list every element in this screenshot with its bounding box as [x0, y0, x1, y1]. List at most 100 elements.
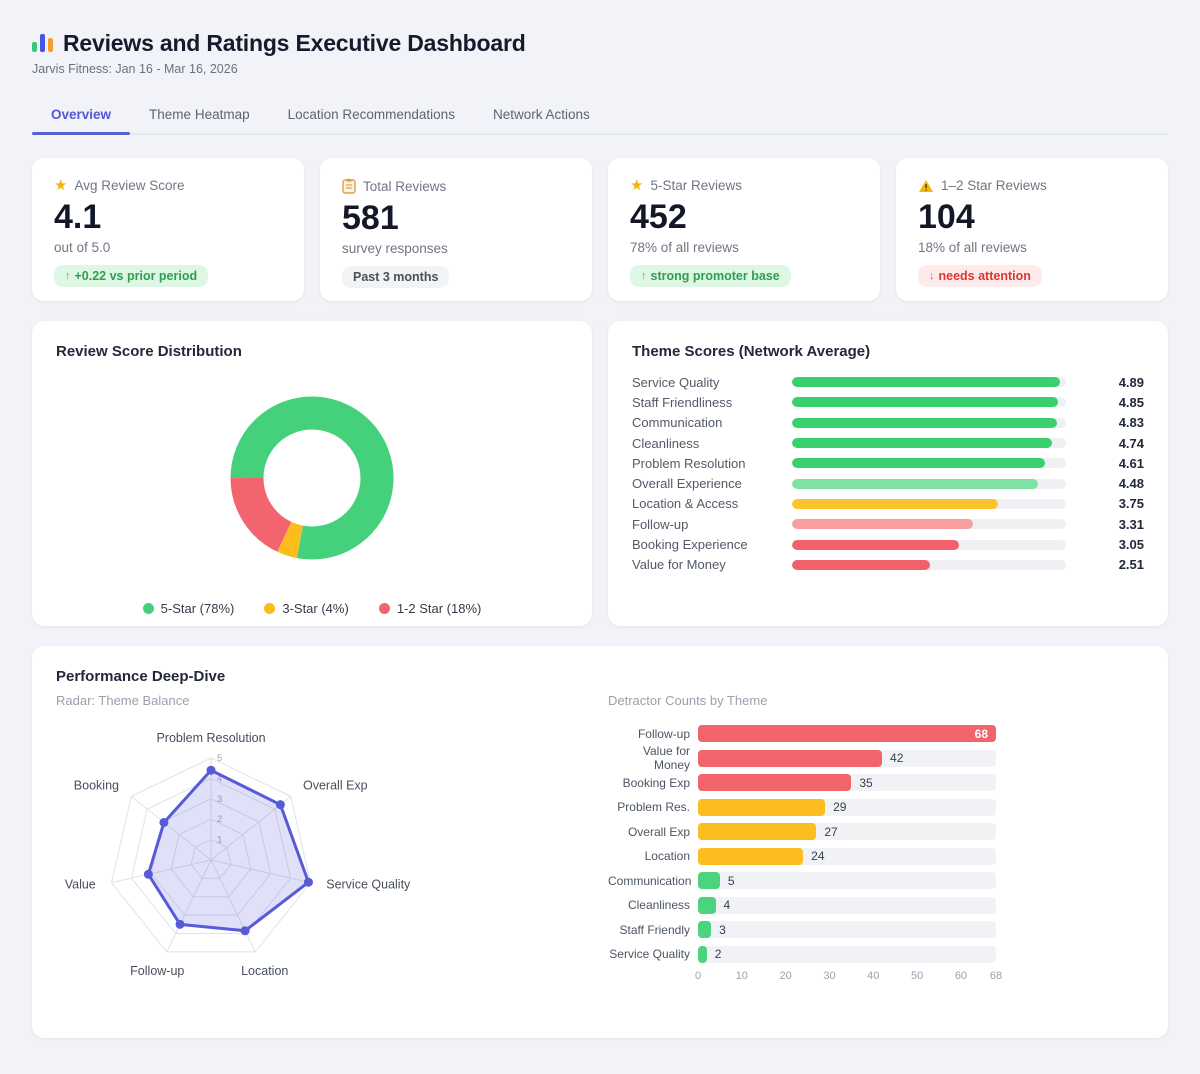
- detractor-row-staff-friendly: Staff Friendly 3: [608, 921, 1144, 938]
- detractor-row-value-for-money: Value for Money 42: [608, 744, 1144, 772]
- theme-score-row-staff-friendliness: Staff Friendliness 4.85: [632, 392, 1144, 412]
- radar-axis-label-location: Location: [241, 964, 288, 978]
- theme-label: Cleanliness: [632, 435, 700, 451]
- kpi-value: 452: [630, 198, 687, 236]
- detractor-bar[interactable]: [698, 823, 817, 840]
- theme-bar[interactable]: [792, 438, 1052, 449]
- radar-tick-label: 1: [217, 835, 222, 846]
- detractor-bar-track: 2: [698, 945, 996, 963]
- detractor-bar[interactable]: [698, 774, 852, 791]
- clipboard-icon: [342, 178, 356, 194]
- kpi-subtext: out of 5.0: [54, 239, 111, 255]
- legend-item-1-2-star[interactable]: 1-2 Star (18%): [378, 601, 481, 616]
- detractor-label: Booking Exp: [622, 775, 690, 790]
- radar-data-polygon[interactable]: [146, 768, 310, 933]
- theme-score-row-cleanliness: Cleanliness 4.74: [632, 433, 1144, 453]
- detractor-row-service-quality: Service Quality 2: [608, 945, 1144, 963]
- theme-label: Staff Friendliness: [632, 394, 733, 410]
- arrow-up-icon: ↑: [641, 269, 647, 282]
- detractor-value: 35: [859, 775, 873, 790]
- tab-overview[interactable]: Overview: [32, 96, 131, 135]
- legend-item-3-star[interactable]: 3-Star (4%): [264, 601, 349, 616]
- theme-bar[interactable]: [792, 559, 930, 570]
- theme-value: 4.61: [1118, 455, 1144, 471]
- theme-bar[interactable]: [792, 519, 974, 530]
- theme-bar-track: [792, 438, 1066, 449]
- kpi-card-avg-review-score: ★ Avg Review Score 4.1 out of 5.0 ↑ +0.2…: [32, 158, 304, 301]
- kpi-label: Avg Review Score: [74, 178, 185, 193]
- radar-tick-label: 5: [217, 753, 222, 764]
- radar-tick-label: 3: [217, 794, 222, 805]
- donut-segment-1-2-star[interactable]: [230, 477, 293, 552]
- theme-bar[interactable]: [792, 478, 1038, 489]
- radar-point-service-quality[interactable]: [303, 877, 313, 887]
- theme-bar[interactable]: [792, 458, 1045, 469]
- detractor-bar-track: 42: [698, 749, 996, 767]
- detractor-section: Detractor Counts by Theme Follow-up 68 Val…: [608, 693, 1144, 1015]
- page-subtitle: Jarvis Fitness: Jan 16 - Mar 16, 2026: [32, 62, 238, 76]
- legend-item-5-star[interactable]: 5-Star (78%): [142, 601, 234, 616]
- detractor-bar[interactable]: [698, 872, 720, 889]
- radar-grid-ring: [170, 818, 252, 898]
- detractor-row-overall-exp: Overall Exp 27: [608, 823, 1144, 840]
- detractor-row-problem-res: Problem Res. 29: [608, 798, 1144, 816]
- theme-label: Communication: [632, 415, 723, 431]
- detractor-value: 5: [727, 873, 735, 888]
- detractor-value: 68: [974, 726, 988, 741]
- theme-score-row-problem-resolution: Problem Resolution 4.61: [632, 453, 1144, 473]
- kpi-card-1-2-star-reviews: 1–2 Star Reviews 104 18% of all reviews …: [896, 158, 1168, 301]
- theme-label: Value for Money: [632, 557, 726, 573]
- radar-point-value[interactable]: [143, 869, 153, 879]
- theme-value: 4.83: [1118, 415, 1144, 431]
- donut-legend: 5-Star (78%) 3-Star (4%) 1-2 Star (18%): [56, 601, 568, 616]
- theme-bar[interactable]: [792, 377, 1060, 388]
- detractor-bar[interactable]: [698, 798, 826, 816]
- theme-value: 2.51: [1118, 557, 1144, 573]
- theme-value: 4.74: [1118, 435, 1144, 451]
- radar-grid-ring: [190, 839, 232, 879]
- radar-chart: 1 2 3 4 5 Problem Resolution Overall Exp Servic…: [65, 731, 411, 978]
- detractor-bar[interactable]: [698, 896, 716, 914]
- theme-score-row-overall-experience: Overall Experience 4.48: [632, 473, 1144, 493]
- detractor-bar[interactable]: [698, 847, 804, 865]
- radar-point-location[interactable]: [240, 926, 250, 936]
- kpi-label: Total Reviews: [363, 178, 447, 194]
- theme-label: Service Quality: [632, 374, 720, 390]
- theme-score-row-value-for-money: Value for Money 2.51: [632, 555, 1144, 575]
- radar-axis-label-value: Value: [65, 877, 96, 891]
- theme-score-row-booking-experience: Booking Experience 3.05: [632, 534, 1144, 554]
- theme-value: 4.48: [1118, 476, 1144, 492]
- detractor-bar[interactable]: [698, 921, 712, 938]
- detractor-row-location: Location 24: [608, 847, 1144, 865]
- radar-spoke: [130, 796, 212, 861]
- donut-segment-5-star[interactable]: [230, 396, 394, 560]
- detractor-bar-track: 29: [698, 798, 996, 816]
- theme-bar[interactable]: [792, 397, 1058, 408]
- detractor-bar-track: 3: [698, 921, 996, 938]
- warning-icon: [918, 179, 934, 193]
- theme-bar-track: [792, 478, 1066, 489]
- detractor-bar-chart: Follow-up 68 Value for Money 42 Booking Exp 3…: [608, 725, 1144, 963]
- detractor-value: 29: [833, 800, 847, 814]
- arrow-up-icon: ↑: [65, 269, 71, 282]
- theme-bar-track: [792, 498, 1066, 509]
- arrow-down-icon: ↓: [929, 269, 935, 282]
- detractor-bar[interactable]: [698, 749, 883, 767]
- tab-network-actions[interactable]: Network Actions: [474, 96, 609, 133]
- theme-bar[interactable]: [792, 498, 998, 509]
- theme-bar[interactable]: [792, 539, 960, 550]
- detractor-bar[interactable]: [698, 945, 707, 963]
- theme-bar[interactable]: [792, 417, 1057, 428]
- panel-title: Review Score Distribution: [56, 343, 242, 360]
- radar-point-problem-resolution[interactable]: [206, 765, 216, 775]
- kpi-period-badge: Past 3 months: [342, 265, 450, 288]
- radar-point-follow-up[interactable]: [175, 919, 185, 929]
- donut-segment-3-star[interactable]: [277, 521, 304, 559]
- detractor-bar[interactable]: [698, 725, 996, 742]
- detractor-label: Communication: [608, 873, 692, 888]
- radar-point-booking[interactable]: [159, 817, 169, 827]
- radar-point-overall-exp[interactable]: [275, 800, 285, 810]
- tab-location-recommendations[interactable]: Location Recommendations: [269, 96, 474, 133]
- tab-theme-heatmap[interactable]: Theme Heatmap: [130, 96, 269, 133]
- legend-dot: [264, 603, 276, 614]
